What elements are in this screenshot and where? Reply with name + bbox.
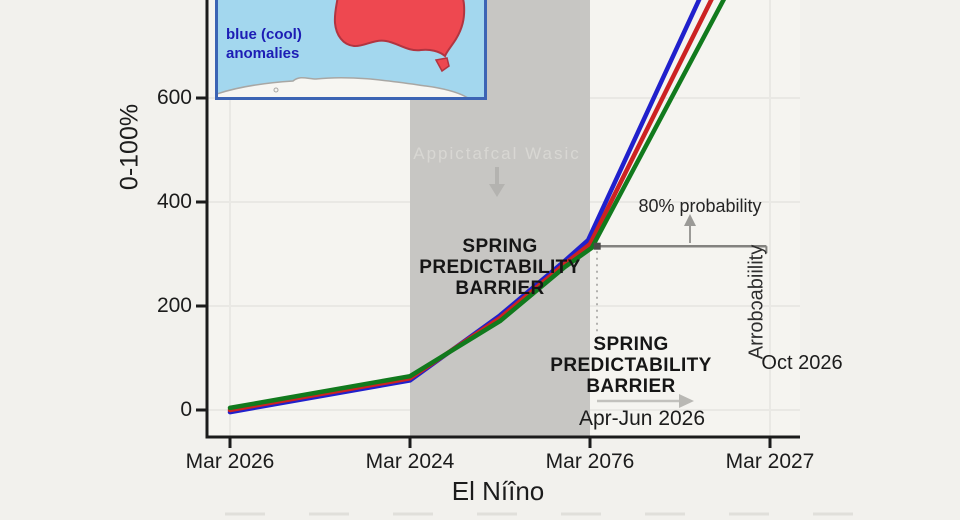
barrier-lower-line2: PREDICTABILITY — [550, 355, 712, 376]
barrier-band-line2: PREDICTABILITY — [419, 257, 581, 278]
australia-map-inset: blue (cool) anomalies — [215, 0, 487, 100]
inset-caption-line2: anomalies — [226, 45, 300, 62]
small-island — [273, 87, 279, 93]
inset-caption-line1: blue (cool) — [226, 26, 302, 43]
y-axis-title: 0-100% — [115, 103, 144, 191]
x-tick-label-1: Mar 2026 — [185, 450, 275, 473]
watermark-text: Appictafcal Wasic — [413, 144, 581, 163]
barrier-lower-line1: SPRING — [593, 334, 669, 355]
barrier-lower-line3: BARRIER — [586, 376, 676, 397]
x-tick-label-3: Mar 2076 — [545, 450, 635, 473]
up-arrow-icon — [684, 214, 696, 226]
barrier-band-line1: SPRING — [462, 236, 538, 257]
y-tick-label-400: 400 — [156, 190, 192, 213]
x-tick-label-4: Mar 2027 — [725, 450, 815, 473]
inset-caption: blue (cool) anomalies — [226, 25, 302, 63]
spring-predictability-barrier-band-label: SPRING PREDICTABILITY BARRIER — [419, 236, 580, 299]
probability-label: 80% probability — [638, 196, 762, 216]
x-tick-label-2: Mar 2024 — [365, 450, 455, 473]
y-tick-label-600: 600 — [156, 86, 192, 109]
y-tick-label-0: 0 — [180, 398, 192, 421]
australia-shape — [333, 0, 466, 58]
oct-label: Oct 2026 — [761, 352, 843, 374]
barrier-band-line3: BARRIER — [455, 278, 545, 299]
antarctica-shape — [218, 76, 468, 97]
series-line-green — [227, 0, 727, 411]
right-arrow-icon — [679, 394, 694, 408]
spring-predictability-barrier-lower-label: SPRING PREDICTABILITY BARRIER — [550, 334, 711, 397]
inset-map-canvas — [218, 0, 468, 97]
y-tick-label-200: 200 — [156, 294, 192, 317]
x-axis-title: El Níîno — [451, 476, 545, 506]
down-arrow-icon — [489, 184, 505, 197]
apr-jun-label: Apr-Jun 2026 — [578, 407, 706, 430]
probability-line-start-dot — [593, 242, 601, 250]
rotated-probability-label: Arrobɔabiility — [745, 244, 768, 360]
tasmania-shape — [434, 57, 450, 73]
